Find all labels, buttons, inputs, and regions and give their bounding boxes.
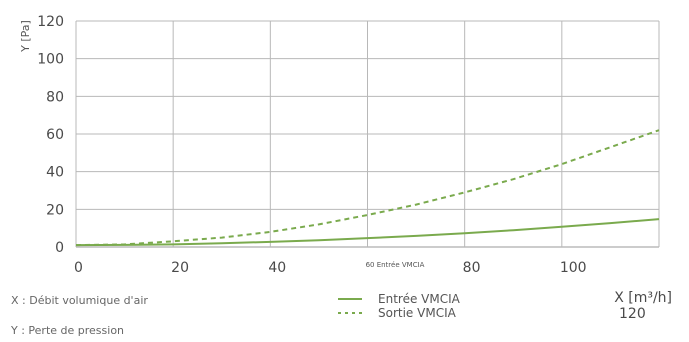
grid: [75, 20, 660, 248]
tick-labels: 0 20 40 60 80 100 120 0 20 40 80 100: [37, 14, 586, 276]
series-lines: [75, 129, 660, 247]
y-tick-label-80: 80: [46, 89, 64, 105]
y-tick-label-100: 100: [37, 52, 64, 68]
y-axis-description: Y : Perte de pression: [11, 324, 125, 337]
y-tick-label-60: 60: [46, 127, 64, 143]
x-tick-label-0: 0: [74, 260, 83, 276]
x-tick-label-40: 40: [268, 260, 286, 276]
x-tick-label-20: 20: [171, 260, 189, 276]
legend: Entrée VMCIA Sortie VMCIA: [338, 292, 461, 320]
x-tick-label-80: 80: [463, 260, 481, 276]
y-tick-label-40: 40: [46, 165, 64, 181]
legend-label-entree: Entrée VMCIA: [378, 292, 461, 306]
legend-label-sortie: Sortie VMCIA: [378, 306, 457, 320]
x-axis-description: X : Débit volumique d'air: [11, 294, 148, 307]
x-axis-label: X [m³/h]: [614, 290, 672, 306]
x-tick-label-100: 100: [560, 260, 587, 276]
y-tick-label-120: 120: [37, 14, 64, 30]
y-axis-label: Y [Pa]: [19, 20, 32, 53]
annotation-label: 60 Entrée VMCIA: [366, 261, 425, 269]
y-tick-label-20: 20: [46, 202, 64, 218]
y-tick-label-0: 0: [55, 240, 64, 256]
series-line-entree: [75, 218, 660, 247]
x-end-tick-label: 120: [619, 306, 646, 322]
